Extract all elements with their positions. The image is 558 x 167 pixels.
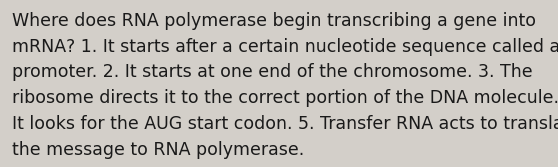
Text: It looks for the AUG start codon. 5. Transfer RNA acts to translate: It looks for the AUG start codon. 5. Tra… [12, 115, 558, 133]
Text: ribosome directs it to the correct portion of the DNA molecule. 4.: ribosome directs it to the correct porti… [12, 89, 558, 107]
Text: the message to RNA polymerase.: the message to RNA polymerase. [12, 141, 305, 159]
Text: Where does RNA polymerase begin transcribing a gene into: Where does RNA polymerase begin transcri… [12, 12, 536, 30]
Text: promoter. 2. It starts at one end of the chromosome. 3. The: promoter. 2. It starts at one end of the… [12, 63, 533, 81]
Text: mRNA? 1. It starts after a certain nucleotide sequence called a: mRNA? 1. It starts after a certain nucle… [12, 38, 558, 56]
